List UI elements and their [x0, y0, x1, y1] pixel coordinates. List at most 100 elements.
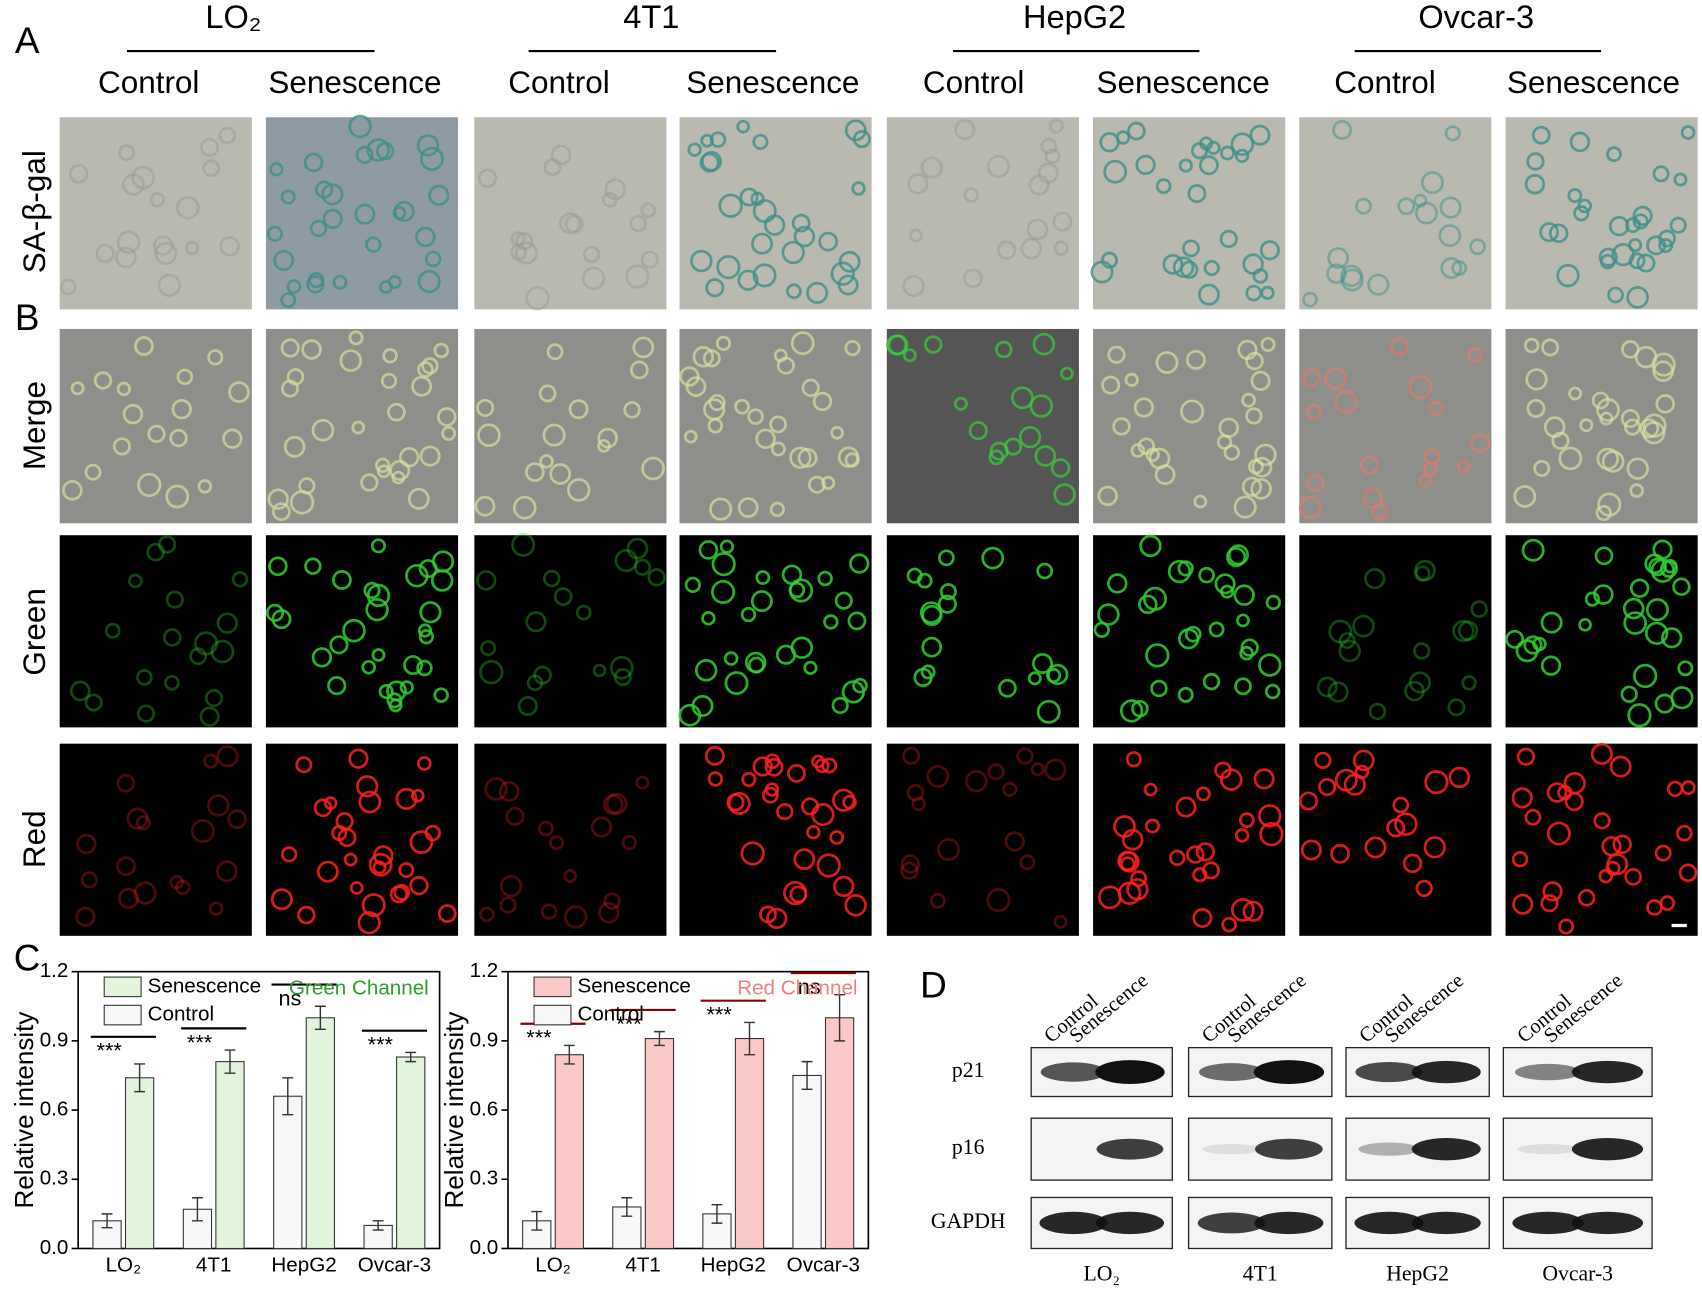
cell — [419, 445, 441, 467]
scale-bar — [1671, 923, 1687, 928]
cell — [1659, 895, 1676, 911]
x-tick-label: Ovcar-3 — [358, 1253, 431, 1276]
cell — [1607, 286, 1624, 304]
cell — [1175, 796, 1197, 818]
cell — [906, 783, 925, 802]
cell — [515, 232, 534, 251]
cell — [433, 687, 449, 703]
cell — [1240, 638, 1259, 657]
cell — [1658, 238, 1674, 253]
cell — [818, 231, 839, 252]
cell — [417, 270, 441, 294]
cell — [690, 249, 713, 273]
cell — [1368, 702, 1387, 721]
cell — [1360, 455, 1380, 475]
cell — [1622, 597, 1645, 620]
cell — [709, 131, 727, 148]
cell — [806, 281, 829, 304]
cell — [280, 189, 296, 205]
cell — [786, 283, 802, 300]
cell — [1540, 611, 1563, 634]
cell — [1594, 546, 1614, 566]
cell — [1060, 366, 1074, 381]
cell — [335, 812, 354, 831]
cell — [830, 261, 855, 286]
cell — [1551, 431, 1570, 450]
cell — [823, 614, 839, 630]
micrograph — [1299, 328, 1492, 524]
cell — [133, 881, 157, 905]
cell — [764, 757, 784, 777]
cell — [590, 816, 613, 838]
cell — [1540, 894, 1559, 913]
cell — [389, 459, 411, 481]
cell — [833, 875, 855, 898]
blot-band — [1254, 1211, 1324, 1235]
cell — [1234, 828, 1250, 843]
cell — [164, 674, 180, 691]
cell — [806, 824, 821, 840]
cell — [175, 879, 191, 895]
cell — [122, 403, 144, 425]
cell — [112, 437, 131, 456]
cell — [295, 756, 313, 774]
cell — [1180, 399, 1205, 424]
cell — [844, 339, 861, 357]
cell — [392, 206, 407, 220]
cell — [154, 241, 178, 265]
y-tick-label: 0.9 — [40, 1028, 69, 1051]
blot-band — [1202, 1144, 1261, 1155]
cell — [280, 338, 300, 358]
cell — [365, 597, 389, 622]
error-bar — [191, 1197, 203, 1222]
cell — [1004, 831, 1025, 852]
cell — [939, 583, 957, 601]
cell — [304, 557, 322, 575]
cell — [613, 668, 632, 687]
cell — [605, 792, 628, 815]
cell — [920, 664, 936, 680]
cell — [356, 775, 379, 798]
cell — [954, 119, 976, 141]
cell — [1397, 197, 1416, 216]
cell — [149, 191, 166, 208]
cell — [542, 423, 566, 447]
bar — [644, 1038, 675, 1250]
cell — [475, 570, 497, 591]
cell — [632, 336, 655, 359]
blot-cell-line: Ovcar-3 — [1542, 1262, 1613, 1286]
cell — [623, 401, 641, 419]
cell — [1250, 370, 1271, 391]
micrograph — [886, 535, 1079, 728]
cell — [1612, 834, 1632, 855]
significance-label: ns — [798, 974, 821, 999]
cell — [316, 860, 339, 883]
legend-label: Senescence — [577, 974, 690, 997]
cell — [740, 841, 765, 866]
cell — [1645, 598, 1669, 622]
cell — [399, 680, 414, 695]
cell — [563, 869, 578, 883]
cell — [816, 853, 841, 878]
cell — [1238, 812, 1255, 829]
cell — [1423, 448, 1441, 466]
cell — [280, 292, 297, 309]
cell — [1578, 618, 1592, 632]
cell — [549, 463, 572, 485]
significance-label: *** — [97, 1038, 123, 1063]
blot-cell-line: 4T1 — [1243, 1262, 1278, 1286]
cell — [938, 549, 955, 567]
cell — [900, 854, 920, 874]
blot-band — [1517, 1144, 1579, 1155]
micrograph — [474, 743, 667, 936]
cell — [1011, 386, 1034, 410]
cell — [811, 802, 835, 827]
cell — [1672, 577, 1691, 596]
cell — [996, 240, 1017, 260]
cell — [920, 156, 943, 179]
cell — [747, 408, 764, 425]
cell — [1298, 495, 1323, 520]
row-label: SA-β-gal — [17, 150, 52, 273]
cell — [781, 240, 805, 265]
cell — [1444, 125, 1461, 142]
